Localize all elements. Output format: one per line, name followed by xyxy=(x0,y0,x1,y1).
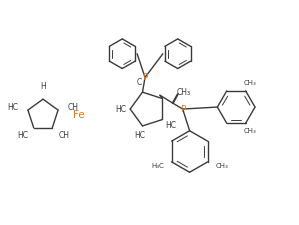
Text: HC: HC xyxy=(17,131,28,140)
Text: CH₃: CH₃ xyxy=(244,80,257,86)
Text: CH₃: CH₃ xyxy=(215,163,228,169)
Text: H: H xyxy=(40,82,46,91)
Text: H₃C: H₃C xyxy=(151,163,164,169)
Text: P: P xyxy=(180,105,185,114)
Text: HC: HC xyxy=(115,105,126,114)
Text: HC: HC xyxy=(134,131,145,140)
Text: P: P xyxy=(142,73,148,82)
Text: CH₃: CH₃ xyxy=(244,128,257,134)
Text: HC: HC xyxy=(7,103,19,112)
Text: Fe: Fe xyxy=(73,110,85,120)
Text: CH₃: CH₃ xyxy=(177,88,191,97)
Text: CH: CH xyxy=(68,103,79,112)
Text: CH: CH xyxy=(58,131,69,140)
Text: C: C xyxy=(137,78,142,87)
Text: HC: HC xyxy=(165,121,176,130)
